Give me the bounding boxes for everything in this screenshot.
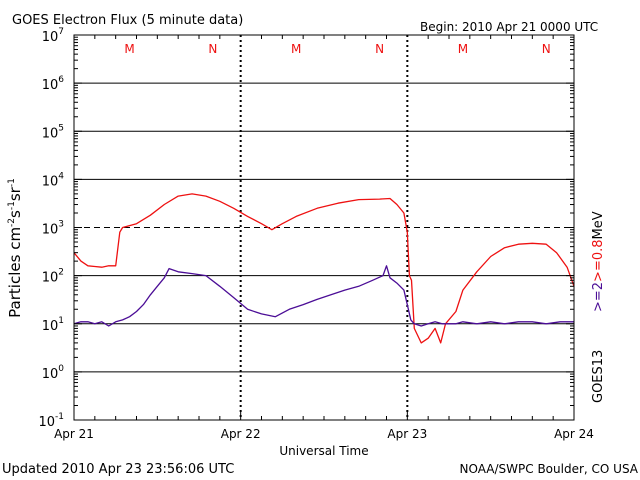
x-axis-label: Universal Time	[279, 444, 368, 458]
y-axis-label-base: Particles cm	[6, 227, 24, 318]
chart-title: GOES Electron Flux (5 minute data)	[12, 13, 243, 28]
y-tick-label: 102	[42, 268, 64, 286]
day-marker-n: N	[542, 42, 551, 56]
y-tick-label: 103	[42, 220, 64, 238]
y-tick-label: 104	[42, 171, 65, 189]
x-tick-label: Apr 23	[387, 427, 427, 441]
source-credit: NOAA/SWPC Boulder, CO USA	[460, 462, 639, 476]
y-tick-label: 100	[42, 364, 65, 382]
y-axis-label-sup2: -1	[7, 201, 17, 210]
day-marker-n: N	[375, 42, 384, 56]
x-tick-label: Apr 24	[554, 427, 594, 441]
y-axis-label-sup3: -1	[7, 178, 17, 187]
day-marker-m: M	[291, 42, 301, 56]
day-marker-m: M	[124, 42, 134, 56]
y-tick-label: 101	[42, 316, 64, 334]
y-axis-label-mid2: sr	[6, 186, 24, 201]
series-line-08mev	[73, 265, 574, 327]
updated-timestamp: Updated 2010 Apr 23 23:56:06 UTC	[2, 462, 234, 477]
legend-label-unit: MeV	[591, 211, 606, 239]
plot-frame	[73, 34, 575, 421]
grid-lines	[74, 35, 574, 420]
legend-series-labels: >=2>=0.8MeV	[591, 211, 606, 312]
y-tick-label: 106	[42, 75, 65, 93]
x-tick-label: Apr 21	[54, 427, 94, 441]
data-series	[73, 193, 575, 344]
day-marker-n: N	[208, 42, 217, 56]
x-tick-label: Apr 22	[221, 427, 261, 441]
x-axis-ticks: Apr 21 Apr 22 Apr 23 Apr 24	[54, 35, 594, 441]
y-axis-label-sup1: -2	[7, 218, 17, 227]
day-marker-m: M	[458, 42, 468, 56]
legend-satellite: GOES13	[591, 350, 606, 403]
y-tick-label: 107	[42, 27, 64, 45]
y-axis-label-mid1: s	[6, 210, 24, 218]
y-axis-label: Particles cm-2s-1sr-1	[6, 178, 24, 318]
y-tick-label: 105	[42, 123, 64, 141]
y-tick-label: 10-1	[38, 412, 64, 430]
series-line-2mev	[73, 193, 575, 344]
legend-label-08mev: >=0.8	[591, 239, 606, 281]
legend-label-2mev: >=2	[591, 282, 606, 312]
y-axis-ticks: 107 106 105 104 103 102 101 100 10-1	[38, 27, 574, 430]
begin-label: Begin: 2010 Apr 21 0000 UTC	[420, 20, 598, 34]
